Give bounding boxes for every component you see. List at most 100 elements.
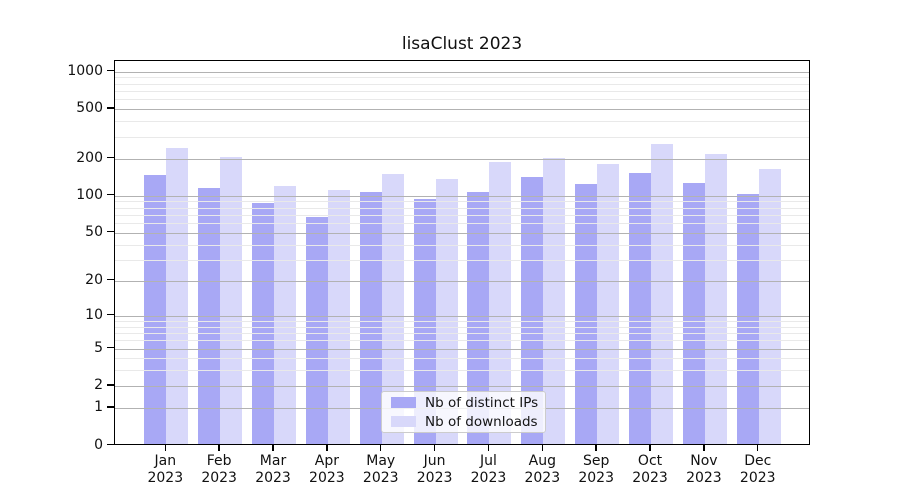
legend-item: Nb of distinct IPs (391, 394, 539, 411)
x-tick-label: Nov 2023 (686, 452, 722, 486)
x-tick-mark (218, 445, 220, 451)
minor-gridline (115, 121, 809, 123)
y-tick-mark (107, 156, 114, 159)
bar-mar-2023-downloads (274, 185, 297, 444)
legend-swatch-distinct-ips (391, 397, 416, 408)
x-tick-label: Jul 2023 (470, 452, 507, 486)
y-tick-mark (107, 384, 114, 386)
major-gridline (115, 348, 809, 350)
x-tick-label: Oct 2023 (632, 452, 668, 486)
x-tick-mark (380, 445, 382, 451)
legend-label-distinct-ips: Nb of distinct IPs (425, 394, 539, 411)
bar-jul-2023-distinct-ips (467, 191, 490, 444)
bar-aug-2023-distinct-ips (521, 177, 544, 444)
bar-nov-2023-distinct-ips (682, 183, 705, 444)
minor-gridline (115, 136, 809, 138)
x-tick-label: Apr 2023 (309, 452, 345, 486)
bar-jan-2023-distinct-ips (144, 174, 167, 444)
minor-gridline (115, 201, 809, 203)
minor-gridline (115, 214, 809, 216)
y-tick-label: 5 (94, 339, 103, 356)
x-tick-mark (703, 445, 705, 451)
minor-gridline (115, 83, 809, 85)
x-tick-mark (433, 445, 436, 451)
minor-gridline (115, 259, 809, 261)
x-tick-mark (757, 445, 759, 451)
y-tick-label: 500 (76, 100, 103, 117)
y-tick-label: 100 (76, 186, 103, 203)
major-gridline (115, 315, 809, 317)
legend-item: Nb of downloads (391, 413, 538, 430)
legend-label-downloads: Nb of downloads (425, 413, 538, 430)
y-tick-mark (107, 346, 114, 349)
bar-aug-2023-downloads (543, 157, 566, 444)
bar-sep-2023-distinct-ips (575, 183, 598, 444)
x-tick-label: Dec 2023 (739, 452, 776, 486)
minor-gridline (115, 370, 809, 372)
x-tick-label: Sep 2023 (578, 452, 614, 486)
y-tick-label: 20 (85, 271, 103, 288)
y-tick-label: 50 (85, 223, 103, 240)
major-gridline (115, 280, 809, 282)
x-tick-mark (326, 445, 328, 451)
major-gridline (115, 232, 809, 234)
minor-gridline (115, 326, 809, 328)
y-tick-mark (107, 194, 114, 196)
minor-gridline (115, 332, 809, 334)
x-tick-label: Feb 2023 (201, 452, 237, 486)
bar-oct-2023-distinct-ips (629, 173, 652, 444)
bar-apr-2023-downloads (327, 190, 350, 444)
x-tick-mark (541, 445, 543, 451)
minor-gridline (115, 207, 809, 209)
minor-gridline (115, 99, 809, 101)
y-tick-mark (107, 443, 114, 446)
major-gridline (115, 195, 809, 197)
major-gridline (115, 386, 809, 388)
bar-dec-2023-downloads (758, 169, 781, 444)
bar-may-2023-distinct-ips (359, 192, 382, 444)
plot-area: Nb of distinct IPs Nb of downloads (114, 60, 810, 445)
major-gridline (115, 71, 809, 73)
minor-gridline (115, 90, 809, 92)
x-tick-label: Mar 2023 (255, 452, 291, 486)
y-tick-mark (107, 231, 114, 233)
bar-sep-2023-downloads (597, 163, 620, 444)
x-tick-mark (164, 445, 166, 451)
y-tick-label: 0 (94, 436, 103, 453)
legend-swatch-downloads (391, 416, 416, 427)
y-tick-mark (107, 107, 114, 109)
y-tick-label: 200 (76, 149, 103, 166)
minor-gridline (115, 358, 809, 360)
chart-title: lisaClust 2023 (401, 34, 523, 54)
minor-gridline (115, 320, 809, 322)
x-tick-label: Jun 2023 (416, 452, 453, 486)
y-tick-mark (107, 406, 114, 408)
y-tick-label: 1 (94, 398, 103, 415)
minor-gridline (115, 223, 809, 225)
y-tick-mark (107, 314, 114, 316)
bar-oct-2023-downloads (651, 143, 674, 444)
minor-gridline (115, 340, 809, 342)
y-tick-mark (107, 279, 114, 281)
y-tick-label: 1000 (67, 62, 103, 79)
minor-gridline (115, 244, 809, 246)
x-tick-mark (487, 445, 490, 451)
x-tick-label: Jan 2023 (147, 452, 184, 486)
y-tick-label: 2 (94, 377, 103, 394)
x-tick-mark (272, 445, 274, 451)
y-tick-mark (107, 69, 114, 72)
bar-may-2023-downloads (381, 173, 404, 444)
x-tick-label: May 2023 (362, 452, 399, 486)
minor-gridline (115, 77, 809, 79)
bar-mar-2023-distinct-ips (252, 203, 275, 444)
bar-jan-2023-downloads (166, 148, 189, 444)
bar-nov-2023-downloads (704, 154, 727, 444)
bar-dec-2023-distinct-ips (736, 193, 759, 444)
y-tick-label: 10 (85, 306, 103, 323)
bar-feb-2023-downloads (220, 157, 243, 444)
major-gridline (115, 109, 809, 111)
legend: Nb of distinct IPs Nb of downloads (381, 391, 546, 433)
x-tick-mark (649, 445, 651, 451)
x-tick-mark (595, 445, 597, 451)
